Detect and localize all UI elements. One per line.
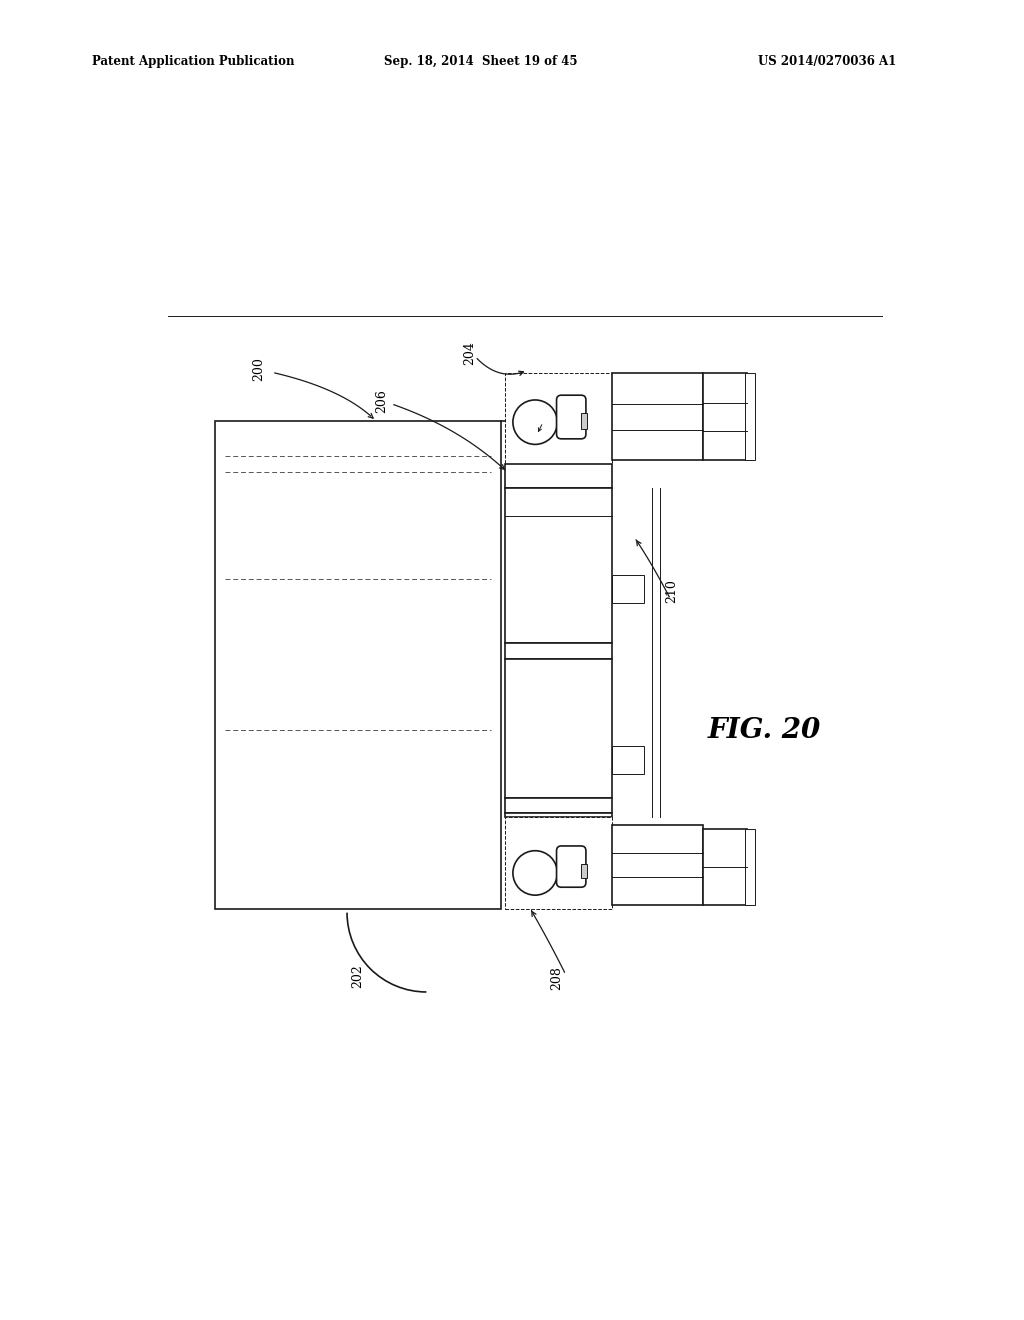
Bar xyxy=(745,374,755,461)
Bar xyxy=(612,374,703,461)
Bar xyxy=(505,813,612,817)
Text: FIG. 20: FIG. 20 xyxy=(708,717,820,743)
Circle shape xyxy=(513,400,557,445)
Bar xyxy=(505,659,612,797)
Bar xyxy=(745,829,755,904)
Bar xyxy=(582,865,588,879)
Bar xyxy=(505,488,612,643)
Bar xyxy=(505,643,612,659)
Text: 204: 204 xyxy=(463,341,476,366)
Bar xyxy=(703,374,748,461)
Text: US 2014/0270036 A1: US 2014/0270036 A1 xyxy=(758,55,896,69)
Bar xyxy=(582,413,588,429)
Text: 200: 200 xyxy=(253,358,265,381)
Text: 208: 208 xyxy=(550,966,563,990)
Bar xyxy=(612,746,644,774)
Bar xyxy=(505,374,612,465)
Bar xyxy=(215,421,501,908)
Bar xyxy=(612,576,644,603)
Text: Patent Application Publication: Patent Application Publication xyxy=(92,55,295,69)
Text: 202: 202 xyxy=(351,964,365,987)
Text: Sep. 18, 2014  Sheet 19 of 45: Sep. 18, 2014 Sheet 19 of 45 xyxy=(384,55,578,69)
Bar xyxy=(505,465,612,488)
Bar xyxy=(505,817,612,908)
FancyBboxPatch shape xyxy=(557,395,586,438)
Bar xyxy=(703,829,748,904)
Circle shape xyxy=(513,850,557,895)
Text: 206: 206 xyxy=(376,389,388,413)
Bar xyxy=(505,797,612,813)
Text: 210: 210 xyxy=(666,579,678,603)
FancyBboxPatch shape xyxy=(557,846,586,887)
Bar xyxy=(612,825,703,904)
